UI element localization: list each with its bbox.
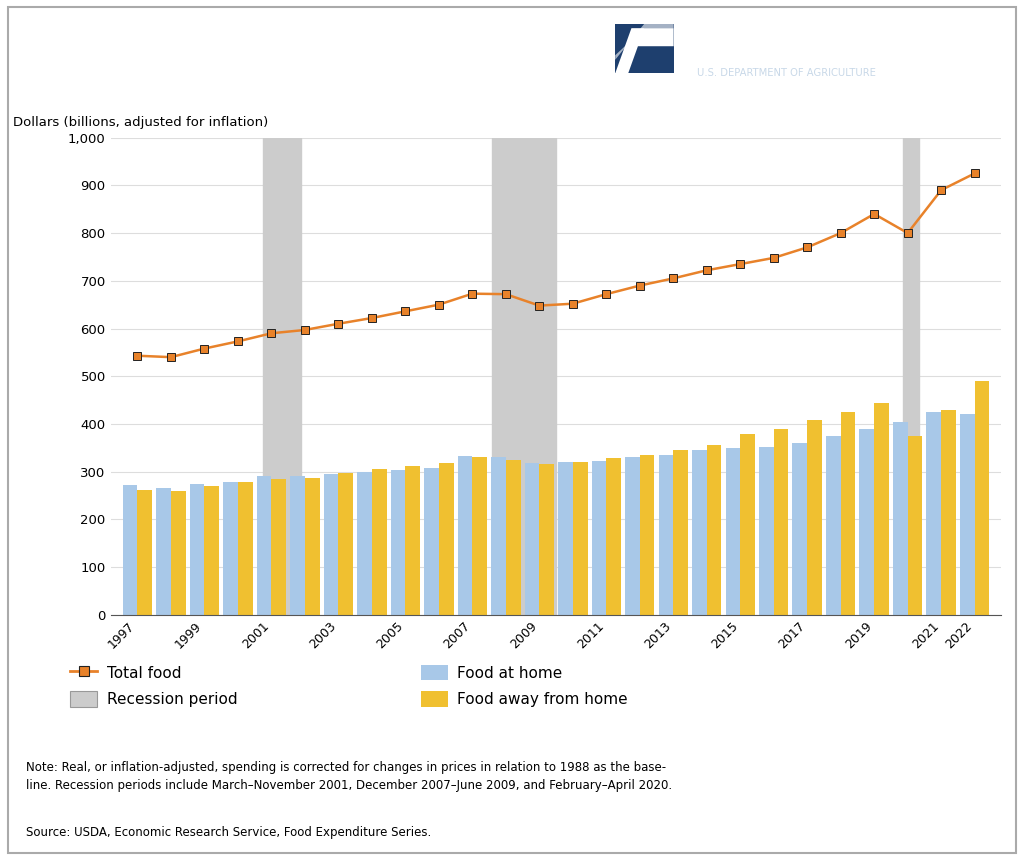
Bar: [941, 409, 956, 615]
Bar: [189, 483, 205, 615]
Bar: [205, 486, 219, 615]
Total food: [500, 289, 512, 299]
Bar: [424, 468, 439, 615]
Bar: [171, 491, 185, 615]
Bar: [740, 433, 755, 615]
Legend: Total food, Recession period, Food at home, Food away from home: Total food, Recession period, Food at ho…: [70, 665, 628, 707]
Total food: [366, 313, 378, 323]
Bar: [592, 461, 606, 615]
Bar: [338, 473, 353, 615]
Bar: [540, 464, 554, 615]
Bar: [472, 458, 487, 615]
Bar: [927, 412, 941, 615]
Total food: [466, 288, 478, 298]
Bar: [257, 476, 271, 615]
Bar: [492, 458, 506, 615]
Total food: [265, 329, 278, 339]
Text: Dollars (billions, adjusted for inflation): Dollars (billions, adjusted for inflatio…: [13, 116, 268, 129]
Total food: [600, 289, 612, 299]
Text: U.S. DEPARTMENT OF AGRICULTURE: U.S. DEPARTMENT OF AGRICULTURE: [697, 69, 876, 78]
Polygon shape: [615, 23, 674, 60]
Total food: [868, 209, 881, 219]
Text: U.S. inflation-adjusted food spending,: U.S. inflation-adjusted food spending,: [34, 29, 468, 49]
Bar: [524, 464, 540, 615]
Bar: [907, 436, 923, 615]
Bar: [793, 443, 807, 615]
Bar: [807, 421, 822, 615]
Bar: [615, 23, 674, 96]
Bar: [692, 451, 707, 615]
Bar: [439, 464, 454, 615]
Text: Note: Real, or inflation-adjusted, spending is corrected for changes in prices i: Note: Real, or inflation-adjusted, spend…: [26, 761, 672, 792]
Bar: [903, 138, 920, 615]
Bar: [658, 455, 673, 615]
Total food: [901, 228, 913, 238]
Bar: [975, 381, 989, 615]
Bar: [959, 415, 975, 615]
Total food: [734, 259, 746, 269]
Bar: [625, 458, 640, 615]
Bar: [458, 457, 472, 615]
Text: 1997–2022: 1997–2022: [34, 79, 156, 98]
Bar: [123, 485, 137, 615]
Total food: [433, 299, 445, 310]
Bar: [640, 455, 654, 615]
Bar: [271, 479, 286, 615]
Bar: [893, 421, 907, 615]
Total food: [165, 352, 177, 362]
Total food: [199, 343, 211, 353]
Total food: [299, 325, 311, 335]
Total food: [332, 318, 344, 329]
Bar: [390, 470, 406, 615]
Bar: [156, 488, 171, 615]
Bar: [406, 466, 420, 615]
Bar: [859, 429, 874, 615]
Bar: [707, 445, 722, 615]
Bar: [826, 436, 841, 615]
Total food: [634, 280, 646, 291]
Bar: [493, 138, 556, 615]
Bar: [357, 471, 372, 615]
Bar: [841, 412, 855, 615]
Bar: [615, 23, 674, 96]
Bar: [572, 462, 588, 615]
Total food: [534, 300, 546, 310]
Bar: [137, 490, 153, 615]
Total food: [969, 169, 981, 179]
Total food: [835, 228, 847, 238]
Bar: [223, 482, 238, 615]
Bar: [759, 447, 774, 615]
Bar: [290, 476, 305, 615]
Polygon shape: [615, 28, 674, 73]
Total food: [935, 185, 947, 195]
Bar: [673, 451, 688, 615]
Bar: [506, 460, 520, 615]
Total food: [399, 306, 412, 316]
Text: Economic Research Service: Economic Research Service: [697, 29, 923, 45]
Total food: [801, 243, 813, 253]
Line: Total food: Total food: [133, 169, 979, 361]
Bar: [263, 138, 301, 615]
Bar: [725, 448, 740, 615]
Text: USDA: USDA: [630, 36, 705, 60]
Bar: [774, 429, 788, 615]
Total food: [131, 351, 143, 361]
Total food: [566, 298, 579, 309]
Total food: [667, 273, 679, 284]
Text: Source: USDA, Economic Research Service, Food Expenditure Series.: Source: USDA, Economic Research Service,…: [26, 826, 431, 838]
Bar: [606, 458, 621, 615]
Bar: [238, 482, 253, 615]
Bar: [372, 470, 387, 615]
Bar: [305, 478, 319, 615]
Total food: [231, 336, 244, 347]
Total food: [700, 265, 713, 275]
Bar: [558, 462, 572, 615]
Bar: [874, 402, 889, 615]
Bar: [615, 73, 674, 96]
Total food: [768, 253, 780, 263]
Bar: [324, 474, 338, 615]
